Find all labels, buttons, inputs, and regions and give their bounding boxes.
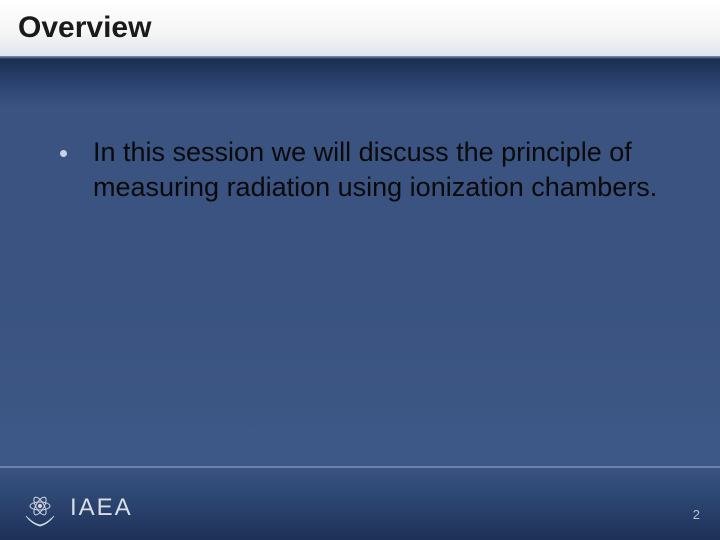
page-number: 2 xyxy=(693,507,700,522)
content-area: In this session we will discuss the prin… xyxy=(60,135,680,204)
slide-title: Overview xyxy=(18,11,151,45)
org-text: IAEA xyxy=(70,494,133,522)
slide: Overview In this session we will discuss… xyxy=(0,0,720,540)
header-gradient-band xyxy=(0,59,720,107)
footer: IAEA 2 xyxy=(0,468,720,540)
org-logo: IAEA xyxy=(20,488,133,528)
title-bar: Overview xyxy=(0,0,720,56)
atom-olive-icon xyxy=(20,488,60,528)
bullet-item: In this session we will discuss the prin… xyxy=(60,135,680,204)
bullet-dot-icon xyxy=(60,150,67,157)
bullet-text: In this session we will discuss the prin… xyxy=(93,135,680,204)
